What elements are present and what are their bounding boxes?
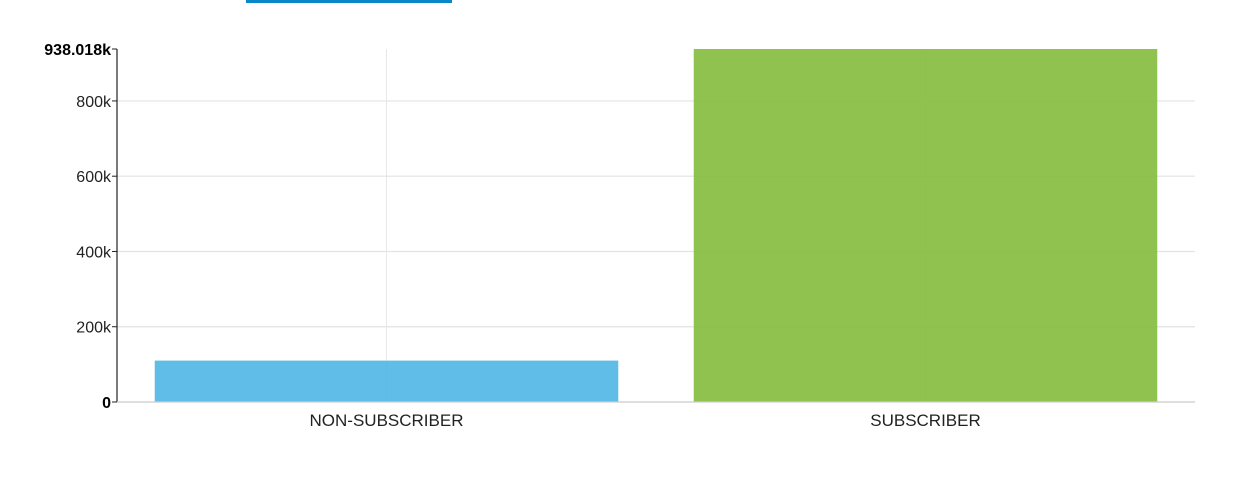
active-tab-indicator <box>246 0 452 3</box>
x-tick-label: SUBSCRIBER <box>870 411 981 430</box>
y-tick-label: 800k <box>76 94 112 111</box>
bar <box>693 49 1158 402</box>
y-tick-label: 0 <box>102 395 111 412</box>
x-tick-label: NON-SUBSCRIBER <box>310 411 464 430</box>
y-tick-label: 200k <box>76 320 112 337</box>
bar-series <box>154 49 1158 402</box>
y-tick-label: 938.018k <box>44 42 111 59</box>
y-tick-label: 600k <box>76 169 112 186</box>
bar <box>154 360 619 402</box>
x-axis-ticks: NON-SUBSCRIBER SUBSCRIBER <box>310 411 981 430</box>
y-axis-ticks: 0 200k 400k 600k 800k 938.018k <box>44 42 117 412</box>
y-tick-label: 400k <box>76 244 112 261</box>
chart-axes <box>116 49 1195 403</box>
